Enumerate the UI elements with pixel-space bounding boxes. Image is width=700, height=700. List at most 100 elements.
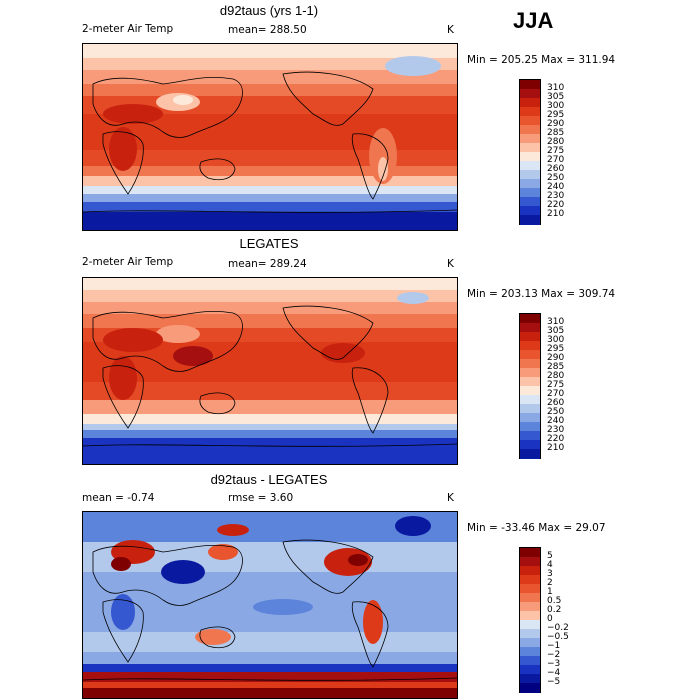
- colorbar-cell: [520, 557, 540, 567]
- colorbar-cell: [520, 629, 540, 639]
- panel-title-diff: d92taus - LEGATES: [210, 472, 328, 487]
- colorbar-cell: [520, 377, 540, 387]
- colorbar-cell: [520, 638, 540, 648]
- map-diff: [82, 511, 458, 699]
- colorbar-label: 295: [547, 343, 565, 354]
- colorbar-cell: [520, 611, 540, 621]
- colorbar-label: 280: [547, 136, 565, 147]
- colorbar-cell: [520, 107, 540, 117]
- colorbar-cell: [520, 368, 540, 378]
- colorbar-cell: [520, 215, 540, 225]
- colorbar-label: 280: [547, 370, 565, 381]
- colorbar-diff: [519, 547, 541, 693]
- colorbar-label: 275: [547, 379, 565, 390]
- colorbar-cell: [520, 98, 540, 108]
- colorbar-cell: [520, 683, 540, 693]
- units-label-model: K: [447, 24, 454, 36]
- colorbar-label: −4: [547, 667, 561, 678]
- colorbar-cell: [520, 314, 540, 324]
- variable-label-obs: 2-meter Air Temp: [82, 256, 174, 268]
- colorbar-label: 220: [547, 433, 565, 444]
- colorbar-cell: [520, 584, 540, 594]
- colorbar-cell: [520, 80, 540, 90]
- colorbar-cell: [520, 440, 540, 450]
- colorbar-label: 290: [547, 352, 565, 363]
- colorbar-label: 210: [547, 442, 565, 453]
- colorbar-label: −0.2: [547, 622, 569, 633]
- colorbar-cell: [520, 89, 540, 99]
- colorbar-cell: [520, 143, 540, 153]
- colorbar-label: 290: [547, 118, 565, 129]
- colorbar-label: 305: [547, 325, 565, 336]
- colorbar-cell: [520, 602, 540, 612]
- colorbar-cell: [520, 197, 540, 207]
- colorbar-cell: [520, 665, 540, 675]
- colorbar-label: −2: [547, 649, 561, 660]
- variable-label-model: 2-meter Air Temp: [82, 23, 174, 35]
- colorbar-label: 305: [547, 91, 565, 102]
- colorbar-cell: [520, 125, 540, 135]
- colorbar-cell: [520, 116, 540, 126]
- colorbar-label: 270: [547, 388, 565, 399]
- mean-label-model: mean= 288.50: [228, 24, 307, 36]
- colorbar-label: −3: [547, 658, 561, 669]
- colorbar-cell: [520, 422, 540, 432]
- colorbar-cell: [520, 431, 540, 441]
- colorbar-label: −0.5: [547, 631, 569, 642]
- colorbar-cell: [520, 620, 540, 630]
- colorbar-label: 250: [547, 172, 565, 183]
- season-label: JJA: [513, 8, 554, 33]
- colorbar-cell: [520, 386, 540, 396]
- colorbar-label: 0.2: [547, 604, 562, 615]
- colorbar-label: 275: [547, 145, 565, 156]
- colorbar-cell: [520, 359, 540, 369]
- colorbar-cell: [520, 332, 540, 342]
- colorbar-cell: [520, 341, 540, 351]
- colorbar-cell: [520, 134, 540, 144]
- colorbar-label: 2: [547, 577, 553, 588]
- colorbar-label: 310: [547, 316, 565, 327]
- colorbar-cell: [520, 593, 540, 603]
- colorbar-label: 210: [547, 208, 565, 219]
- colorbar-cell: [520, 188, 540, 198]
- map-diff-svg: [83, 512, 457, 698]
- colorbar-label: 5: [547, 550, 553, 561]
- colorbar-label: 260: [547, 163, 565, 174]
- colorbar-label: 285: [547, 127, 565, 138]
- colorbar-cell: [520, 647, 540, 657]
- units-label-diff: K: [447, 492, 454, 504]
- colorbar-label: 285: [547, 361, 565, 372]
- minmax-label-diff: Min = -33.46 Max = 29.07: [467, 522, 606, 534]
- panel-title-model: d92taus (yrs 1-1): [219, 3, 319, 18]
- colorbar-cell: [520, 206, 540, 216]
- colorbar-label: 1: [547, 586, 553, 597]
- mean-label-obs: mean= 289.24: [228, 258, 307, 270]
- coastlines-obs: [83, 305, 457, 447]
- rmse-label-diff: rmse = 3.60: [228, 492, 294, 504]
- minmax-label-obs: Min = 203.13 Max = 309.74: [467, 288, 616, 300]
- colorbar-cell: [520, 656, 540, 666]
- colorbar-label: 300: [547, 100, 565, 111]
- units-label-obs: K: [447, 258, 454, 270]
- colorbar-cell: [520, 350, 540, 360]
- coastlines-model: [83, 71, 457, 213]
- colorbar-label: 260: [547, 397, 565, 408]
- colorbar-cell: [520, 449, 540, 459]
- colorbar-cell: [520, 413, 540, 423]
- colorbar-label: 0.5: [547, 595, 562, 606]
- colorbar-label: 250: [547, 406, 565, 417]
- colorbar-label: 240: [547, 181, 565, 192]
- colorbar-label: 220: [547, 199, 565, 210]
- colorbar-label: 295: [547, 109, 565, 120]
- colorbar-label: 230: [547, 190, 565, 201]
- colorbar-model: [519, 79, 541, 225]
- colorbar-label: 0: [547, 613, 553, 624]
- colorbar-cell: [520, 395, 540, 405]
- colorbar-label: 230: [547, 424, 565, 435]
- colorbar-cell: [520, 548, 540, 558]
- colorbar-cell: [520, 179, 540, 189]
- map-model-svg: [83, 44, 457, 230]
- map-obs: [82, 277, 458, 465]
- colorbar-cell: [520, 323, 540, 333]
- colorbar-cell: [520, 566, 540, 576]
